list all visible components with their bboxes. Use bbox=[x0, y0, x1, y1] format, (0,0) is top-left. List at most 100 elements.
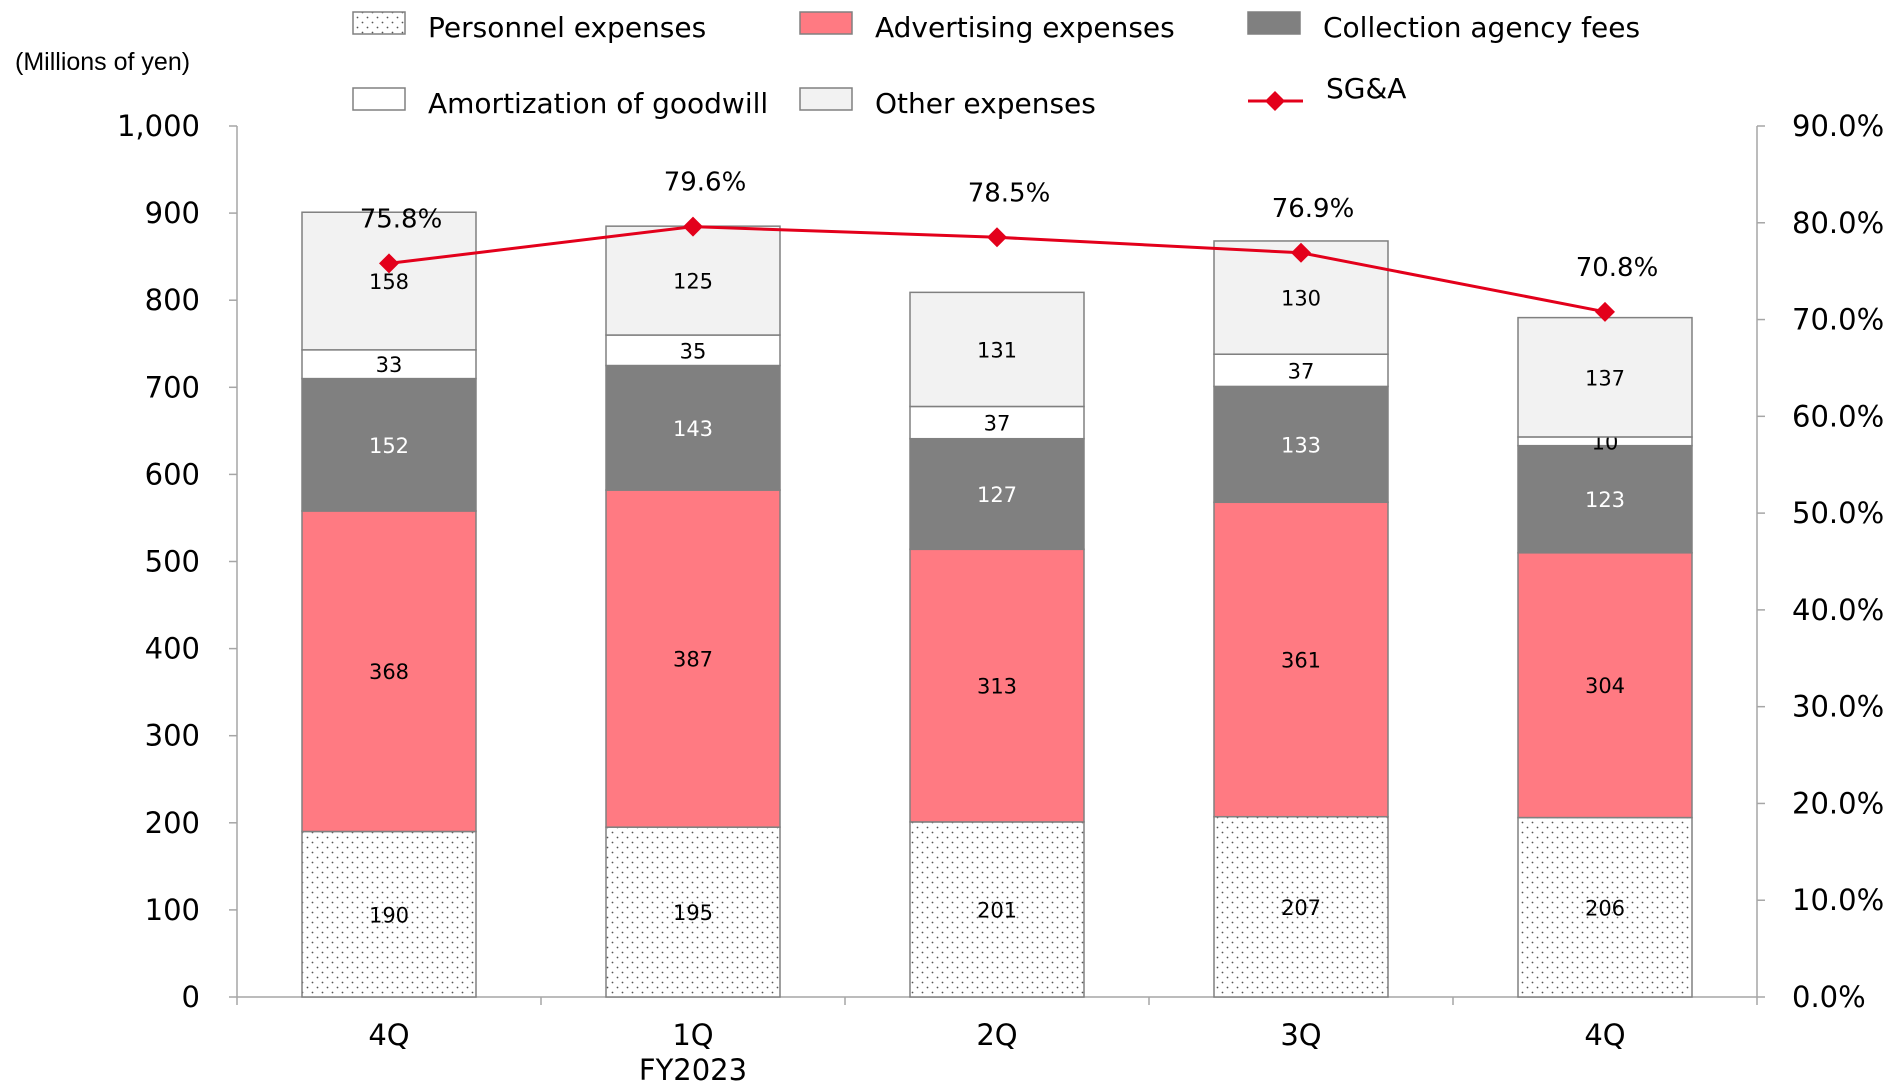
x-tick-label: 4Q bbox=[1584, 1018, 1625, 1052]
bar-data-label: 37 bbox=[984, 412, 1011, 436]
legend-swatch bbox=[1247, 11, 1301, 35]
y2-tick-label: 0.0% bbox=[1792, 980, 1866, 1014]
bar-data-label: 206 bbox=[1585, 896, 1625, 920]
legend-label: Collection agency fees bbox=[1323, 11, 1640, 44]
bar-segment bbox=[301, 211, 477, 351]
legend-label: Amortization of goodwill bbox=[428, 87, 768, 120]
sga-point bbox=[987, 227, 1007, 248]
x-tick-label: 2Q bbox=[976, 1018, 1017, 1052]
bar-segment bbox=[605, 364, 781, 491]
bar-segment bbox=[909, 291, 1085, 408]
bar-data-label: 304 bbox=[1585, 674, 1625, 698]
sga-data-label: 70.8% bbox=[1576, 253, 1659, 283]
y2-tick-label: 70.0% bbox=[1792, 303, 1884, 337]
x-tick-label: 4Q bbox=[368, 1018, 409, 1052]
bar-data-label: 133 bbox=[1281, 433, 1321, 457]
bar-data-label: 143 bbox=[673, 417, 713, 441]
bar-data-label: 190 bbox=[369, 903, 409, 927]
y-tick-label: 1,000 bbox=[117, 109, 200, 143]
bar-segment bbox=[605, 225, 781, 336]
x-tick-label: 3Q bbox=[1280, 1018, 1321, 1052]
bar-segment bbox=[605, 489, 781, 828]
bar-data-label: 123 bbox=[1585, 488, 1625, 512]
bar-segment bbox=[1517, 552, 1693, 819]
bar-segment bbox=[909, 548, 1085, 823]
bar-data-label: 137 bbox=[1585, 366, 1625, 390]
y2-tick-label: 10.0% bbox=[1792, 883, 1884, 917]
y-tick-label: 200 bbox=[145, 806, 200, 840]
legend-swatch bbox=[352, 87, 406, 111]
bar-data-label: 158 bbox=[369, 270, 409, 294]
bar-data-label: 130 bbox=[1281, 287, 1321, 311]
bar-segment bbox=[1213, 815, 1389, 998]
legend-label: Advertising expenses bbox=[875, 11, 1175, 44]
bars: 190 368 152 33 158 195 387 143 35 125 201 313 127 37 1… bbox=[301, 211, 1693, 998]
bar-data-label: 152 bbox=[369, 434, 409, 458]
bar-data-label: 201 bbox=[977, 898, 1017, 922]
bar-segment bbox=[1517, 316, 1693, 438]
sga-data-label: 79.6% bbox=[664, 168, 747, 198]
axes: 0 100 200 300 400 500 600 700 800 900 1,000 0.0% 10.… bbox=[117, 109, 1884, 1087]
bar-data-label: 127 bbox=[977, 483, 1017, 507]
bar-segment bbox=[1517, 444, 1693, 554]
bar-segment bbox=[909, 821, 1085, 998]
bar-segment bbox=[1517, 816, 1693, 998]
legend-swatch bbox=[799, 11, 853, 35]
bar-segment bbox=[1213, 501, 1389, 818]
y-tick-label: 0 bbox=[182, 980, 200, 1014]
bar-segment bbox=[605, 826, 781, 998]
y2-tick-label: 50.0% bbox=[1792, 496, 1884, 530]
legend: Personnel expenses Advertising expenses Co… bbox=[352, 11, 1640, 120]
x-tick-sublabel: FY2023 bbox=[639, 1053, 747, 1087]
y-tick-label: 300 bbox=[145, 719, 200, 753]
sga-line: 75.8% 79.6% 78.5% 76.9% 70.8% bbox=[360, 168, 1659, 322]
bar-segment bbox=[1213, 353, 1389, 388]
sga-data-label: 75.8% bbox=[360, 204, 443, 234]
sga-data-label: 78.5% bbox=[968, 178, 1051, 208]
sga-data-label: 76.9% bbox=[1272, 194, 1355, 224]
bar-data-label: 125 bbox=[673, 270, 713, 294]
legend-label: Other expenses bbox=[875, 87, 1096, 120]
legend-line-marker bbox=[1265, 91, 1285, 111]
bar-data-label: 207 bbox=[1281, 896, 1321, 920]
bar-data-label: 361 bbox=[1281, 648, 1321, 672]
y-tick-label: 100 bbox=[145, 893, 200, 927]
bar-data-label: 313 bbox=[977, 675, 1017, 699]
y2-tick-label: 80.0% bbox=[1792, 206, 1884, 240]
legend-swatch bbox=[799, 87, 853, 111]
unit-label: (Millions of yen) bbox=[15, 48, 190, 76]
bar-data-label: 37 bbox=[1288, 359, 1315, 383]
legend-label: Personnel expenses bbox=[428, 11, 706, 44]
y-tick-label: 900 bbox=[145, 196, 200, 230]
bar-segment bbox=[301, 349, 477, 380]
y2-tick-label: 30.0% bbox=[1792, 690, 1884, 724]
y-tick-label: 500 bbox=[145, 545, 200, 579]
x-tick-label: 1Q bbox=[672, 1018, 713, 1052]
y-tick-label: 400 bbox=[145, 632, 200, 666]
bar-data-label: 33 bbox=[376, 353, 403, 377]
sga-point bbox=[683, 216, 703, 237]
sga-point bbox=[1291, 242, 1311, 263]
bar-data-label: 387 bbox=[673, 648, 713, 672]
bar-data-label: 368 bbox=[369, 660, 409, 684]
legend-swatch bbox=[352, 11, 406, 35]
bar-data-label: 35 bbox=[680, 339, 707, 363]
legend-label: SG&A bbox=[1326, 72, 1406, 105]
bar-segment bbox=[301, 830, 477, 998]
sga-point bbox=[379, 253, 399, 274]
y2-tick-label: 60.0% bbox=[1792, 399, 1884, 433]
bar-segment bbox=[301, 510, 477, 833]
y2-tick-label: 40.0% bbox=[1792, 593, 1884, 627]
y2-tick-label: 90.0% bbox=[1792, 109, 1884, 143]
bar-segment bbox=[1213, 385, 1389, 504]
bar-data-label: 195 bbox=[673, 901, 713, 925]
y-tick-label: 800 bbox=[145, 283, 200, 317]
bar-data-label: 131 bbox=[977, 338, 1017, 362]
sga-point bbox=[1595, 301, 1615, 322]
y-tick-label: 600 bbox=[145, 457, 200, 491]
y-tick-label: 700 bbox=[145, 370, 200, 404]
bar-segment bbox=[605, 334, 781, 367]
y2-tick-label: 20.0% bbox=[1792, 786, 1884, 820]
bar-segment bbox=[909, 437, 1085, 551]
